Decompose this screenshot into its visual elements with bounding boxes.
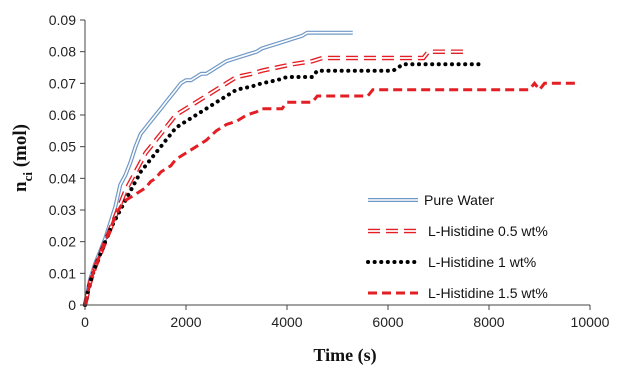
legend-label-3: L-Histidine 1 wt% (428, 254, 536, 270)
y-tick-label: 0.03 (49, 202, 76, 218)
y-tick-label: 0.09 (49, 12, 76, 28)
y-tick-label: 0.01 (49, 265, 76, 281)
x-tick-label: 2000 (170, 314, 201, 330)
x-tick-label: 0 (81, 314, 89, 330)
series-line-2-inner (84, 50, 469, 306)
legend-label-1: Pure Water (424, 192, 495, 208)
x-tick-label: 10000 (571, 314, 610, 330)
y-tick-label: 0.07 (49, 75, 76, 91)
y-tick-label: 0 (68, 297, 76, 313)
y-tick-label: 0.05 (49, 139, 76, 155)
series-line-1-inner (84, 31, 353, 306)
plot-area (82, 30, 580, 307)
y-axis-title-main: n (10, 181, 31, 192)
y-tick-label: 0.04 (49, 170, 76, 186)
legend: Pure Water L-Histidine 0.5 wt% L-Histidine… (366, 192, 548, 301)
x-tick-label: 4000 (271, 314, 302, 330)
x-tick-label: 6000 (372, 314, 403, 330)
legend-label-4: L-Histidine 1.5 wt% (428, 285, 548, 301)
legend-label-2: L-Histidine 0.5 wt% (428, 223, 548, 239)
y-axis-title-unit: (mol) (10, 124, 31, 172)
series-line-4 (83, 80, 580, 306)
x-tick-label: 8000 (473, 314, 504, 330)
y-tick-label: 0.02 (49, 234, 76, 250)
y-axis-title: nci (mol) (10, 124, 35, 192)
axes: 0 0.01 0.02 0.03 0.04 0.05 0.06 0.07 0.08 0.09 0 20… (49, 12, 610, 330)
series-line-1 (83, 30, 353, 306)
y-tick-label: 0.08 (49, 44, 76, 60)
x-axis-title: Time (s) (313, 345, 376, 365)
series-line-3 (83, 62, 481, 307)
y-tick-label: 0.06 (49, 107, 76, 123)
y-axis-title-sub: ci (20, 172, 35, 182)
